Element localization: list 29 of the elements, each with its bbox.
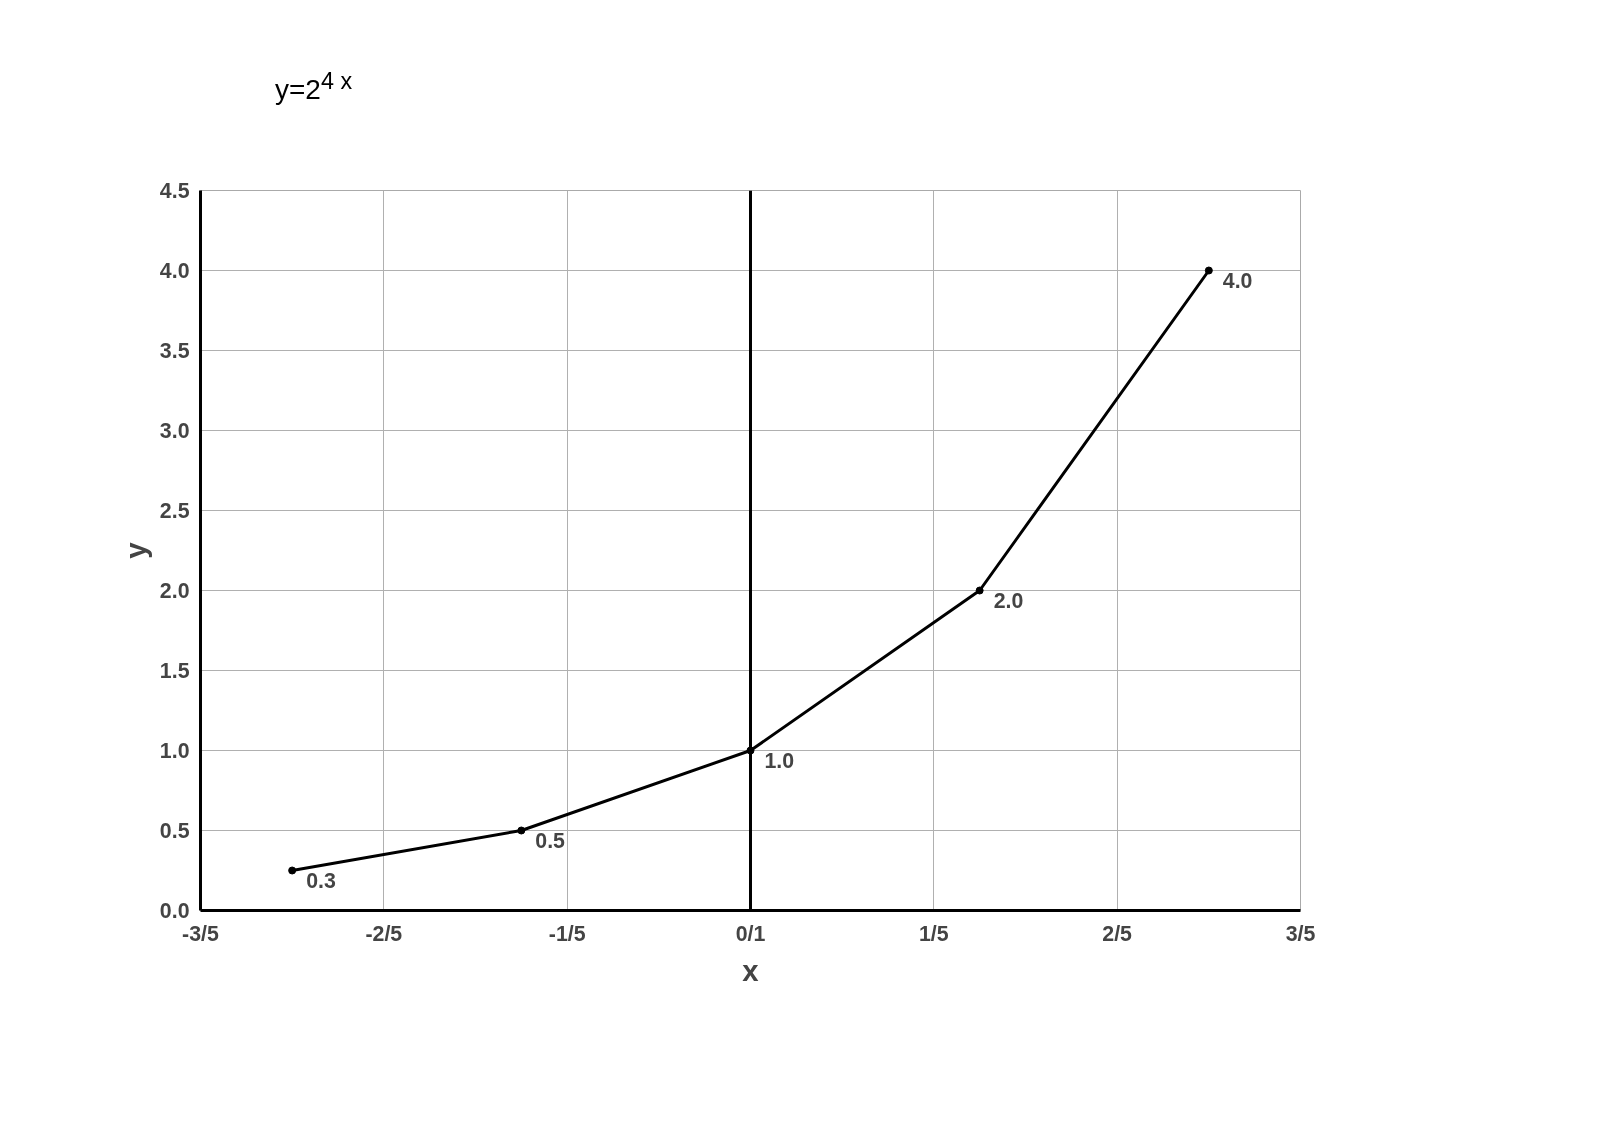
point [1204, 266, 1213, 275]
y-axis-title: y [118, 541, 152, 559]
data-label: 2.0 [993, 589, 1024, 613]
point [975, 586, 984, 595]
y-tick-label: 3.0 [159, 419, 190, 443]
y-tick-label: 3.5 [159, 339, 190, 363]
y-tick-label: 4.0 [159, 259, 190, 283]
data-label: 4.0 [1222, 269, 1253, 293]
data-label: 1.0 [764, 749, 795, 773]
x-tick-label: 3/5 [1285, 921, 1316, 946]
x-tick-label: 2/5 [1102, 921, 1133, 946]
y-tick-label: 0.5 [159, 819, 190, 843]
x-axis-title: x [742, 953, 760, 987]
y-tick-label: 2.5 [159, 499, 190, 523]
y-tick-label: 0.0 [159, 899, 190, 923]
y-tick-label: 1.5 [159, 659, 190, 683]
data-label: 0.3 [306, 869, 336, 893]
x-tick-label: 1/5 [919, 921, 949, 946]
y-tick-label: 2.0 [159, 579, 190, 603]
point [517, 826, 526, 835]
data-label: 0.5 [535, 829, 566, 853]
x-tick-label: -2/5 [365, 921, 403, 946]
y-tick-label: 1.0 [159, 739, 190, 763]
x-tick-label: -1/5 [548, 921, 586, 946]
x-tick-label: 0/1 [735, 921, 766, 946]
point [288, 866, 297, 875]
y-tick-label: 4.5 [159, 179, 190, 203]
x-tick-label: -3/5 [182, 921, 220, 946]
chart-title: y=2$^{4 x}$ [275, 67, 353, 108]
